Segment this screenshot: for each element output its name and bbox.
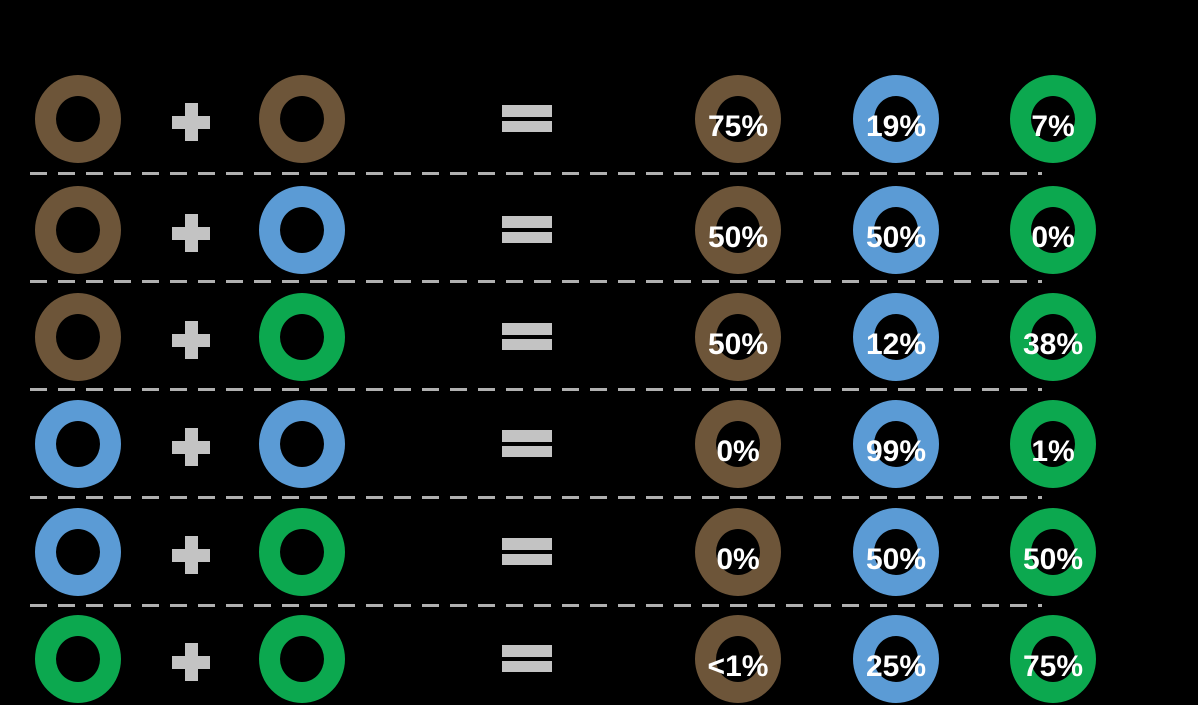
- result-green-eye-icon: 1%: [1010, 400, 1096, 488]
- result-blue-eye-icon: 25%: [853, 615, 939, 703]
- percent-label-green: 1%: [1031, 435, 1075, 468]
- percent-label-green: 50%: [1022, 543, 1084, 576]
- parent2-blue-eye-icon: [259, 400, 345, 488]
- parent1-brown-eye-icon: [35, 75, 121, 163]
- percent-label-brown: 50%: [707, 328, 769, 361]
- result-green-eye-icon: 0%: [1010, 186, 1096, 274]
- result-green-eye-icon: 75%: [1010, 615, 1096, 703]
- row-divider: [30, 604, 1042, 607]
- parent1-green-eye-icon: [35, 615, 121, 703]
- plus-icon: [172, 428, 210, 466]
- parent1-brown-eye-icon: [35, 186, 121, 274]
- parent2-blue-eye-icon: [259, 186, 345, 274]
- result-blue-eye-icon: 99%: [853, 400, 939, 488]
- equals-icon: [502, 216, 552, 243]
- result-blue-eye-icon: 12%: [853, 293, 939, 381]
- result-blue-eye-icon: 19%: [853, 75, 939, 163]
- result-green-eye-icon: 50%: [1010, 508, 1096, 596]
- result-blue-eye-icon: 50%: [853, 508, 939, 596]
- equals-icon: [502, 645, 552, 672]
- plus-icon: [172, 643, 210, 681]
- percent-label-blue: 19%: [865, 110, 927, 143]
- parent2-green-eye-icon: [259, 615, 345, 703]
- result-brown-eye-icon: 0%: [695, 508, 781, 596]
- parent1-blue-eye-icon: [35, 508, 121, 596]
- equals-icon: [502, 430, 552, 457]
- equals-icon: [502, 323, 552, 350]
- result-blue-eye-icon: 50%: [853, 186, 939, 274]
- result-brown-eye-icon: 50%: [695, 186, 781, 274]
- equals-icon: [502, 538, 552, 565]
- percent-label-blue: 50%: [865, 221, 927, 254]
- equals-icon: [502, 105, 552, 132]
- plus-icon: [172, 103, 210, 141]
- parent1-blue-eye-icon: [35, 400, 121, 488]
- parent2-brown-eye-icon: [259, 75, 345, 163]
- combination-row-1: 75% 19% 7%: [0, 75, 1198, 163]
- percent-label-green: 0%: [1031, 221, 1075, 254]
- parent2-green-eye-icon: [259, 293, 345, 381]
- percent-label-green: 38%: [1022, 328, 1084, 361]
- plus-icon: [172, 321, 210, 359]
- percent-label-brown: 50%: [707, 221, 769, 254]
- percent-label-blue: 12%: [865, 328, 927, 361]
- parent1-brown-eye-icon: [35, 293, 121, 381]
- combination-row-6: <1% 25% 75%: [0, 615, 1198, 703]
- result-brown-eye-icon: 75%: [695, 75, 781, 163]
- percent-label-blue: 50%: [865, 543, 927, 576]
- plus-icon: [172, 536, 210, 574]
- combination-row-4: 0% 99% 1%: [0, 400, 1198, 488]
- result-brown-eye-icon: 0%: [695, 400, 781, 488]
- parent2-green-eye-icon: [259, 508, 345, 596]
- result-green-eye-icon: 38%: [1010, 293, 1096, 381]
- percent-label-brown: 75%: [707, 110, 769, 143]
- combination-row-3: 50% 12% 38%: [0, 293, 1198, 381]
- percent-label-blue: 99%: [865, 435, 927, 468]
- result-brown-eye-icon: 50%: [695, 293, 781, 381]
- percent-label-blue: 25%: [865, 650, 927, 683]
- result-brown-eye-icon: <1%: [695, 615, 781, 703]
- percent-label-brown: <1%: [707, 650, 769, 683]
- row-divider: [30, 280, 1042, 283]
- percent-label-green: 7%: [1031, 110, 1075, 143]
- percent-label-green: 75%: [1022, 650, 1084, 683]
- row-divider: [30, 172, 1042, 175]
- combination-row-2: 50% 50% 0%: [0, 186, 1198, 274]
- percent-label-brown: 0%: [716, 543, 760, 576]
- row-divider: [30, 496, 1042, 499]
- percent-label-brown: 0%: [716, 435, 760, 468]
- plus-icon: [172, 214, 210, 252]
- result-green-eye-icon: 7%: [1010, 75, 1096, 163]
- combination-row-5: 0% 50% 50%: [0, 508, 1198, 596]
- row-divider: [30, 388, 1042, 391]
